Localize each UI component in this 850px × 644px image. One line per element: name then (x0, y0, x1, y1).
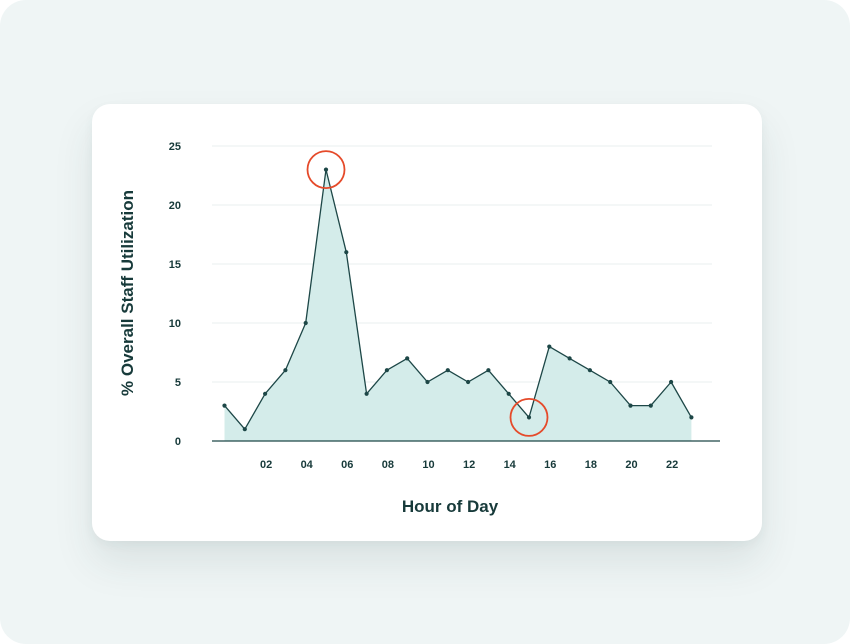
data-point (669, 379, 674, 385)
x-axis-title: Hour of Day (402, 497, 499, 516)
x-tick-label: 10 (422, 459, 434, 471)
data-point (689, 415, 694, 420)
x-tick-label: 18 (585, 459, 597, 471)
y-tick-label: 25 (169, 141, 181, 153)
x-tick-label: 02 (260, 459, 272, 471)
x-tick-labels: 02 04 06 08 10 12 14 16 18 20 22 (260, 459, 678, 471)
data-point (506, 391, 511, 396)
highlight-markers (306, 150, 549, 437)
highlight-circle (306, 150, 346, 190)
data-point (263, 391, 268, 396)
data-point (526, 415, 532, 420)
y-tick-label: 10 (169, 318, 181, 330)
data-point (547, 344, 552, 349)
x-tick-label: 20 (625, 459, 637, 471)
x-tick-label: 16 (544, 459, 556, 471)
y-axis-title: % Overall Staff Utilization (118, 190, 137, 396)
data-point (425, 379, 430, 385)
data-point (608, 379, 613, 385)
x-tick-label: 06 (341, 459, 353, 471)
series-line (224, 168, 692, 430)
data-point (344, 250, 349, 255)
x-tick-label: 08 (382, 459, 394, 471)
data-point (303, 320, 308, 326)
highlight-circle (509, 397, 549, 437)
y-tick-label: 20 (169, 200, 181, 212)
data-point (567, 356, 572, 361)
x-tick-label: 14 (504, 459, 517, 471)
data-point (486, 368, 491, 373)
data-point (323, 167, 329, 172)
x-tick-label: 22 (666, 459, 678, 471)
data-point (405, 356, 410, 361)
x-tick-label: 12 (463, 459, 475, 471)
data-point (222, 403, 227, 408)
grid-lines (212, 145, 712, 383)
data-point (242, 427, 247, 432)
data-point (648, 403, 653, 408)
data-point (445, 368, 450, 373)
data-point (283, 368, 288, 373)
data-point (628, 403, 633, 408)
data-point (587, 368, 593, 373)
y-tick-label: 5 (175, 377, 181, 389)
data-points (222, 167, 694, 432)
area-fill (224, 169, 692, 441)
data-point (466, 379, 471, 385)
y-tick-label: 15 (169, 259, 181, 271)
data-point (384, 368, 389, 373)
data-point (364, 391, 369, 396)
y-tick-label: 0 (175, 436, 181, 448)
x-tick-label: 04 (301, 459, 314, 471)
y-tick-labels: 0 5 10 15 20 25 (169, 141, 181, 448)
